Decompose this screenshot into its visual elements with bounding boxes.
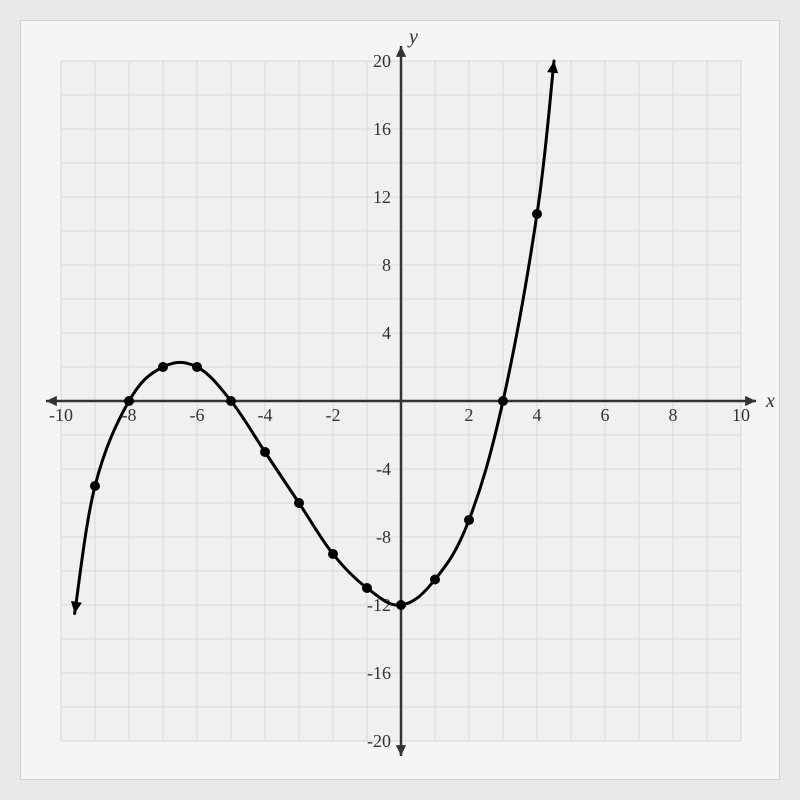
- cubic-function-chart: -10-8-6-4-2246810-20-16-12-8-448121620xy: [21, 21, 781, 781]
- svg-text:-8: -8: [376, 527, 391, 547]
- svg-text:-4: -4: [376, 459, 391, 479]
- svg-text:16: 16: [373, 119, 391, 139]
- svg-text:8: 8: [669, 405, 678, 425]
- svg-text:4: 4: [533, 405, 542, 425]
- svg-text:-10: -10: [49, 405, 73, 425]
- svg-text:x: x: [765, 390, 775, 412]
- svg-text:6: 6: [601, 405, 610, 425]
- svg-text:-4: -4: [258, 405, 273, 425]
- svg-text:-6: -6: [190, 405, 205, 425]
- svg-text:-20: -20: [367, 731, 391, 751]
- svg-text:-16: -16: [367, 663, 391, 683]
- svg-text:-2: -2: [326, 405, 341, 425]
- chart-container: -10-8-6-4-2246810-20-16-12-8-448121620xy: [20, 20, 780, 780]
- svg-text:10: 10: [732, 405, 750, 425]
- svg-text:8: 8: [382, 255, 391, 275]
- svg-text:20: 20: [373, 51, 391, 71]
- svg-text:y: y: [407, 26, 418, 48]
- svg-text:4: 4: [382, 323, 391, 343]
- svg-text:2: 2: [465, 405, 474, 425]
- svg-text:12: 12: [373, 187, 391, 207]
